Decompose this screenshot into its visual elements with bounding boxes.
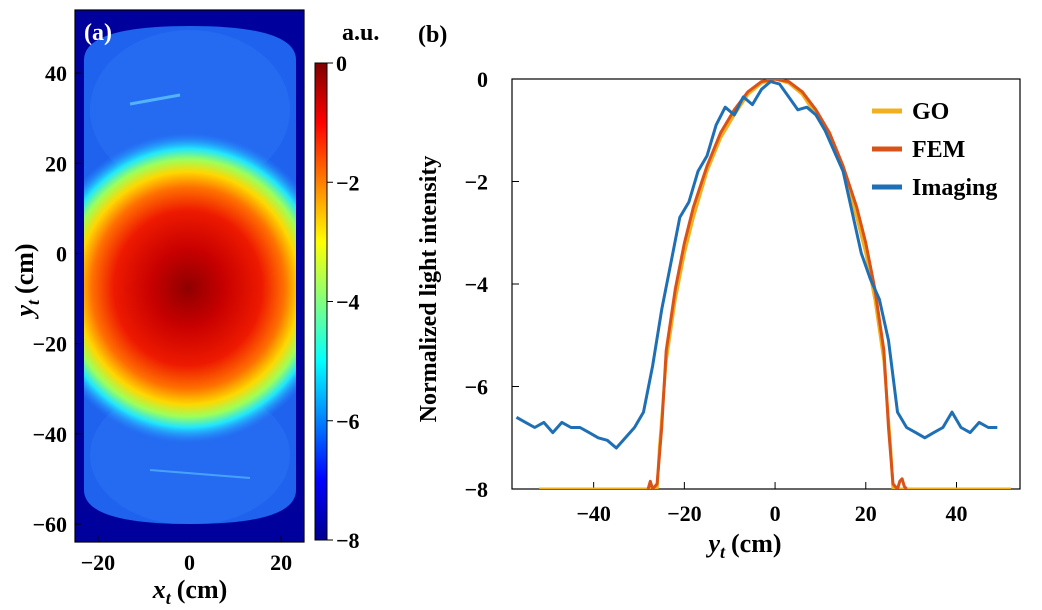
- panel-b-label: (b): [418, 22, 447, 48]
- heatmap-ytick-label-3: −20: [32, 332, 67, 357]
- colorbar-tick-label-4: −8: [336, 528, 360, 553]
- heatmap-ytick-label-0: 40: [45, 61, 67, 86]
- heatmap-ytick-label-2: 0: [56, 241, 67, 266]
- colorbar-tick-label-2: −4: [336, 290, 360, 315]
- heatmap-xtick-label-0: −20: [81, 550, 116, 575]
- heatmap-ylabel: yt(cm): [10, 243, 43, 319]
- panel-a: (a) 40 20 0 −20 −40 −60 −20 0 20 yt(cm) xt (cm): [10, 9, 305, 608]
- panel-b: (b) 0 −2 −4 −6 −8 −40 −20 0 20 40 GO FEM Imaging N…: [416, 22, 1021, 562]
- heatmap-xtick-label-2: 20: [270, 550, 292, 575]
- line-ytick-label-2: −4: [464, 272, 488, 297]
- panel-a-label: (a): [84, 20, 112, 46]
- line-xtick-label-1: −20: [667, 501, 702, 526]
- colorbar-tick-label-3: −6: [336, 409, 360, 434]
- legend: GO FEM Imaging: [872, 99, 997, 201]
- streak-lower: [149, 469, 251, 479]
- line-xtick-label-2: 0: [770, 501, 781, 526]
- heatmap-field: [84, 26, 296, 524]
- line-ytick-label-1: −2: [464, 170, 488, 195]
- series-line-imaging: [515, 80, 998, 450]
- colorbar: a.u. 0 −2 −4 −6 −8: [314, 20, 379, 553]
- line-xtick-label-3: 20: [855, 501, 877, 526]
- line-ytick-label-0: 0: [477, 67, 488, 92]
- series-line-fem: [646, 79, 908, 489]
- line-ytick-label-3: −6: [464, 375, 488, 400]
- colorbar-tick-label-1: −2: [336, 170, 360, 195]
- colorbar-tick-label-0: 0: [336, 51, 347, 76]
- line-plot-ylabel: Normalized light intensity: [416, 156, 442, 423]
- heatmap-xlabel: xt (cm): [152, 575, 228, 608]
- heatmap-ytick-label-5: −60: [32, 512, 67, 537]
- line-ytick-label-4: −8: [464, 477, 488, 502]
- heatmap-xtick-label-1: 0: [184, 550, 195, 575]
- heatmap-ytick-label-4: −40: [32, 422, 67, 447]
- colorbar-gradient: [314, 62, 328, 541]
- line-xtick-label-4: 40: [946, 501, 968, 526]
- heatmap-ytick-label-1: 20: [45, 151, 67, 176]
- heatmap-hotspot: [84, 133, 296, 443]
- line-plot-xlabel: yt (cm): [705, 529, 781, 562]
- legend-label-go: GO: [912, 99, 949, 125]
- streak-upper: [129, 93, 181, 106]
- line-xtick-label-0: −40: [576, 501, 611, 526]
- colorbar-title: a.u.: [342, 20, 379, 46]
- legend-label-imaging: Imaging: [912, 175, 997, 201]
- legend-label-fem: FEM: [912, 137, 965, 163]
